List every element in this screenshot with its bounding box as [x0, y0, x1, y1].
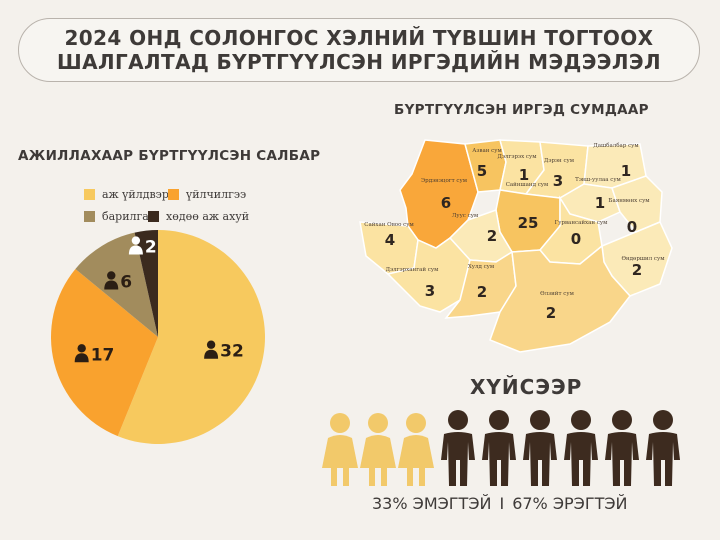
legend-item: үйлчилгээ	[168, 188, 246, 201]
map-district-value: 1	[519, 166, 529, 184]
male-person-icon	[482, 410, 516, 486]
female-share-label: 33% ЭМЭГТЭЙ	[372, 494, 492, 513]
map-district-name: Баянмөнх сум	[608, 198, 650, 204]
pie-value-text: 17	[91, 345, 115, 365]
pie-value-label: 17	[74, 344, 115, 365]
map-region-ulziit	[489, 244, 631, 353]
female-person-icon	[398, 413, 434, 486]
pie-value-text: 32	[220, 342, 244, 362]
gender-title: ХҮЙСЭЭР	[470, 375, 583, 399]
male-person-icon	[605, 410, 639, 486]
map-district-value: 4	[385, 231, 395, 249]
map-district-name: Эрдэнэцогт сум	[421, 178, 468, 184]
map-district-name: Сайншанд сум	[506, 182, 549, 188]
map-district-value: 3	[553, 172, 563, 190]
legend-item: аж үйлдвэр	[84, 188, 169, 201]
male-person-icon	[523, 410, 557, 486]
pie-value-label: 32	[204, 340, 244, 362]
map-district-value: 1	[595, 194, 605, 212]
map-district-value: 2	[632, 261, 642, 279]
map-district-value: 1	[621, 162, 631, 180]
map-district-value: 6	[441, 194, 451, 212]
pie-value-text: 6	[120, 272, 132, 292]
legend-item: барилга	[84, 210, 149, 223]
legend-label: аж үйлдвэр	[102, 188, 169, 201]
pie-slice	[51, 268, 159, 437]
map-district-name: Азван сум	[472, 148, 502, 154]
legend-label: барилга	[102, 210, 149, 223]
pie-value-label: 6	[104, 271, 132, 292]
map-district-name: Дэлгэрэх сум	[497, 154, 537, 160]
legend-swatch	[84, 189, 95, 200]
pie-slice	[134, 230, 158, 337]
title-banner: 2024 ОНД СОЛОНГОС ХЭЛНИЙ ТҮВШИН ТОГТООХ …	[18, 18, 700, 82]
legend-swatch	[168, 189, 179, 200]
map-district-name: Сайхан Овоо сум	[364, 222, 414, 228]
pie-slice	[117, 230, 266, 445]
map-district-value: 2	[546, 304, 556, 322]
gender-separator: I	[499, 494, 505, 513]
map-district-name: Дэлгэрхангай сум	[386, 267, 439, 273]
map-district-value: 2	[477, 283, 487, 301]
map-title: БҮРТГҮҮЛСЭН ИРГЭД СУМДААР	[394, 102, 649, 118]
pie-chart-title: АЖИЛЛАХААР БҮРТГҮҮЛСЭН САЛБАР	[18, 148, 321, 164]
female-person-icon	[360, 413, 396, 486]
pie-value-text: 2	[145, 238, 157, 258]
map-district-name: Дэрэн сум	[544, 158, 575, 164]
legend-label: үйлчилгээ	[186, 188, 247, 201]
map-district-name: Өлзийт сум	[540, 291, 574, 297]
female-person-icon	[322, 413, 358, 486]
pie-value-label: 2	[128, 236, 157, 258]
male-person-icon	[646, 410, 680, 486]
map-district-name: Луус сум	[452, 213, 479, 219]
male-share-label: 67% ЭРЭГТЭЙ	[512, 494, 628, 513]
gender-caption: 33% ЭМЭГТЭЙ I 67% ЭРЭГТЭЙ	[372, 494, 628, 513]
map-district-value: 25	[518, 214, 539, 232]
map-district-value: 3	[425, 282, 435, 300]
title-line-2: ШАЛГАЛТАД БҮРТГҮҮЛСЭН ИРГЭДИЙН МЭДЭЭЛЭЛ	[57, 50, 661, 74]
map-district-name: Гурвансайхан сум	[555, 220, 609, 226]
legend-item: хөдөө аж ахуй	[148, 210, 249, 223]
map-district-value: 0	[571, 230, 581, 248]
map-district-name: Дашбалбар сум	[593, 142, 639, 149]
map-regions	[359, 139, 673, 353]
title-line-1: 2024 ОНД СОЛОНГОС ХЭЛНИЙ ТҮВШИН ТОГТООХ	[64, 26, 654, 50]
legend-swatch	[148, 211, 159, 222]
map-district-name: Тэвш-уулаа сум	[575, 177, 621, 183]
legend-label: хөдөө аж ахуй	[166, 210, 250, 223]
map-district-value: 5	[477, 162, 487, 180]
map-district-value: 2	[487, 227, 497, 245]
map-district-value: 0	[627, 218, 637, 236]
legend-swatch	[84, 211, 95, 222]
map-district-name: Хулд сум	[468, 264, 495, 270]
map-district-name: Өндөршил сум	[621, 256, 665, 262]
male-person-icon	[441, 410, 475, 486]
male-person-icon	[564, 410, 598, 486]
